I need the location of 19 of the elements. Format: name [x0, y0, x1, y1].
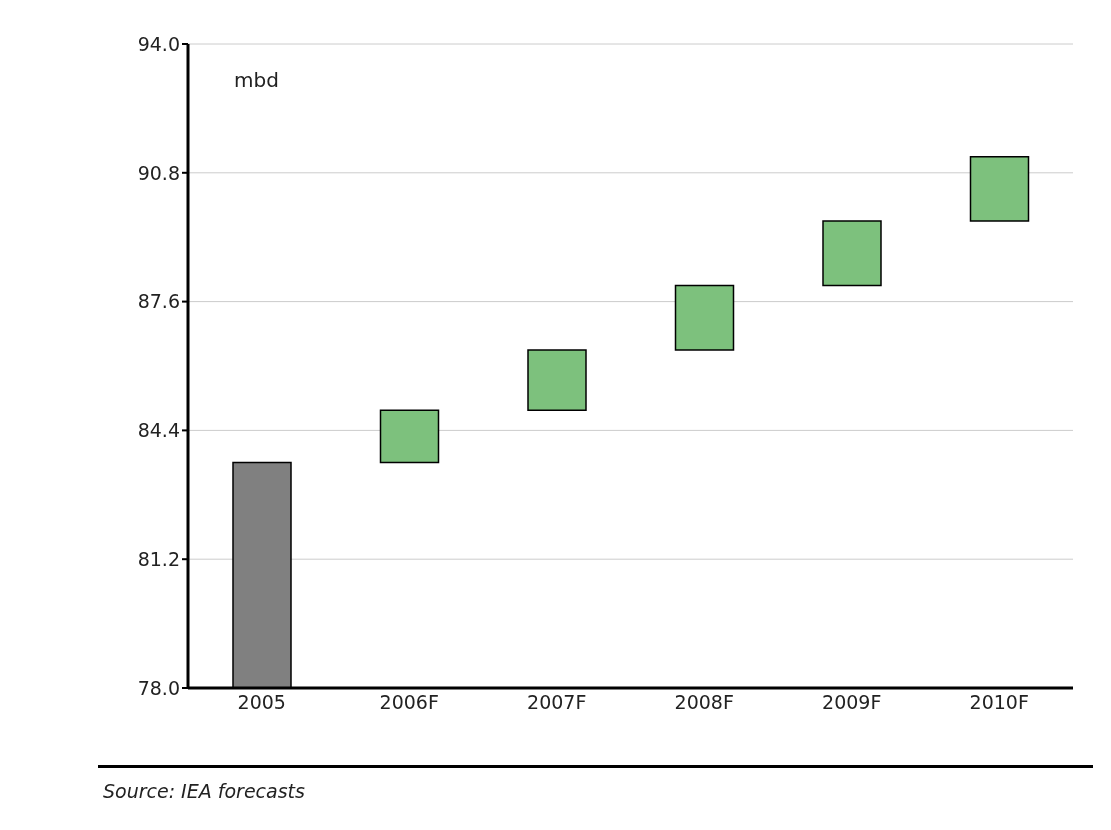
- bar: [822, 220, 882, 287]
- bar: [969, 155, 1030, 222]
- y-tick-label: 84.4: [137, 419, 180, 442]
- x-tick-label: 2008F: [674, 691, 734, 714]
- y-tick-label: 87.6: [137, 290, 180, 313]
- bar: [379, 409, 440, 464]
- source-note: Source: IEA forecasts: [103, 780, 305, 802]
- y-tick-label: 78.0: [137, 676, 180, 699]
- y-axis-title: mbd: [234, 68, 279, 92]
- y-tick-label: 90.8: [137, 161, 180, 184]
- x-tick-label: 2005: [237, 691, 286, 714]
- bar: [527, 349, 587, 412]
- x-tick-label: 2006F: [379, 691, 439, 714]
- x-tick-label: 2007F: [527, 691, 587, 714]
- y-tick-label: 94.0: [137, 32, 180, 55]
- x-tick-label: 2010F: [969, 691, 1029, 714]
- bar: [674, 284, 735, 351]
- y-tick-label: 81.2: [137, 547, 180, 570]
- x-tick-label: 2009F: [822, 691, 882, 714]
